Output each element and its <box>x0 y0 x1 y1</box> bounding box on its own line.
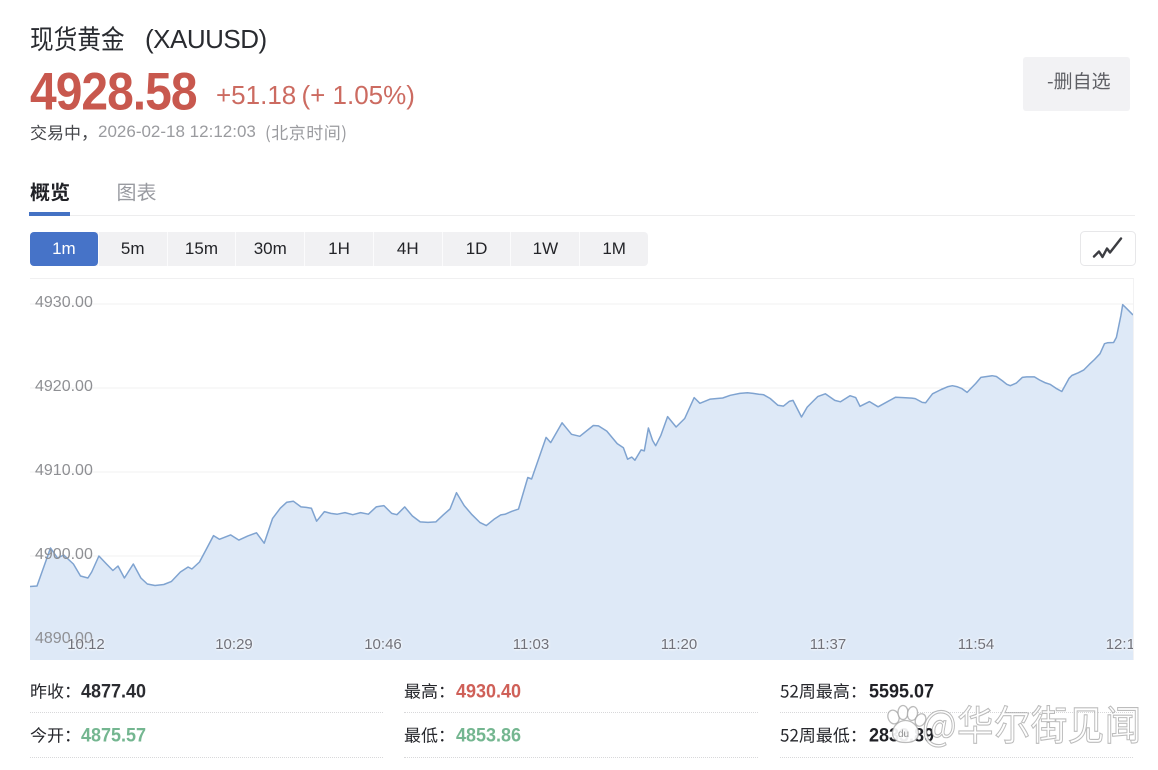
svg-text:du: du <box>898 729 909 740</box>
